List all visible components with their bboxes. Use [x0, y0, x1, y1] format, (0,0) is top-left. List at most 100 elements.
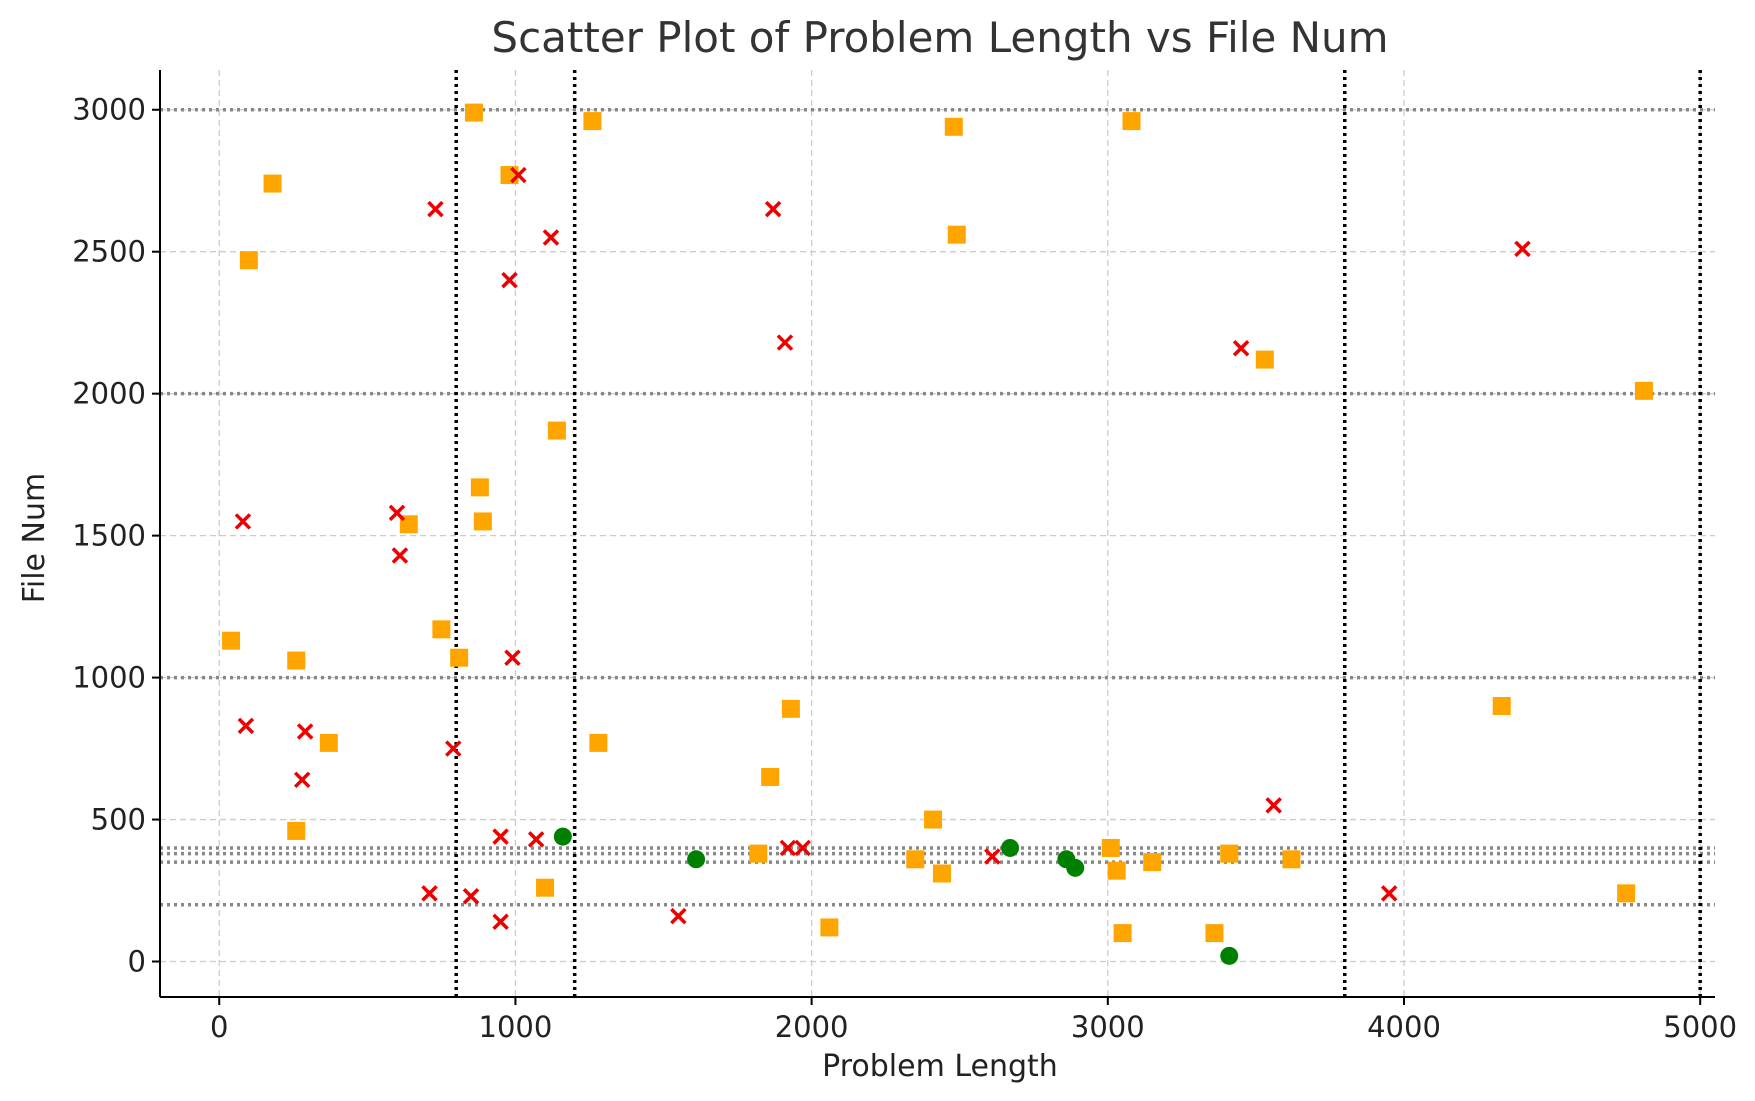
y-tick-label: 3000 — [72, 93, 146, 127]
data-point-circle — [687, 850, 706, 869]
data-point-cross — [501, 271, 518, 289]
y-tick-label: 500 — [91, 803, 146, 837]
data-point-square — [399, 515, 418, 534]
data-point-square — [1617, 884, 1636, 903]
data-point-cross — [237, 717, 255, 735]
x-tick-label: 0 — [210, 1010, 228, 1044]
data-point-square — [947, 225, 966, 244]
data-point-square — [781, 699, 800, 718]
data-point-circle — [1001, 838, 1020, 857]
data-point-square — [547, 421, 566, 440]
cross-stroke — [794, 839, 811, 857]
y-tick-label: 1500 — [72, 519, 146, 553]
data-point-cross — [444, 740, 462, 757]
data-point-cross — [421, 885, 438, 902]
data-point-square — [932, 864, 951, 883]
data-point-square — [470, 478, 489, 497]
cross-stroke — [492, 828, 509, 845]
data-point-square — [263, 174, 282, 193]
x-tick-label: 1000 — [479, 1010, 553, 1044]
data-point-square — [761, 767, 780, 786]
cross-stroke — [1265, 797, 1282, 814]
cross-stroke — [776, 334, 794, 351]
data-point-cross — [1265, 797, 1282, 814]
data-point-cross — [542, 229, 560, 246]
x-tick-label: 2000 — [775, 1010, 849, 1044]
data-point-square — [450, 648, 469, 667]
x-axis-label: Problem Length — [822, 1049, 1058, 1084]
y-tick-label: 1000 — [72, 661, 146, 695]
data-point-cross — [670, 907, 687, 925]
cross-stroke — [510, 166, 527, 184]
data-point-square — [1492, 696, 1511, 715]
data-point-cross — [794, 839, 811, 857]
data-point-square — [287, 821, 306, 840]
data-point-cross — [764, 200, 782, 218]
data-point-square — [1282, 850, 1301, 869]
cross-stroke — [670, 907, 687, 925]
data-point-cross — [779, 839, 797, 857]
cross-stroke — [421, 885, 438, 902]
data-point-cross — [1232, 340, 1250, 357]
data-point-square — [464, 103, 483, 122]
data-point-cross — [492, 828, 509, 845]
cross-stroke — [1232, 340, 1250, 357]
cross-stroke — [542, 229, 560, 246]
data-point-square — [583, 112, 602, 131]
chart-title: Scatter Plot of Problem Length vs File N… — [491, 13, 1388, 62]
data-point-square — [1101, 838, 1120, 857]
data-point-circle — [1066, 858, 1085, 877]
data-point-square — [944, 117, 963, 136]
data-point-cross — [504, 649, 521, 666]
data-point-square — [536, 878, 555, 897]
cross-stroke — [391, 547, 409, 564]
data-point-square — [1255, 350, 1274, 369]
tick-labels: 0 1000 2000 3000 4000 5000 0 500 1000 1500 2000 250… — [72, 93, 1737, 1044]
cross-stroke — [764, 200, 782, 218]
x-tick-label: 4000 — [1367, 1010, 1441, 1044]
data-point-square — [1107, 861, 1126, 880]
data-point-cross — [527, 831, 545, 848]
data-point-square — [473, 512, 492, 531]
data-point-cross — [492, 913, 509, 930]
cross-stroke — [462, 887, 480, 905]
data-point-cross — [388, 504, 406, 522]
cross-stroke — [293, 771, 311, 789]
data-point-square — [1634, 381, 1653, 400]
data-point-square — [1113, 924, 1132, 943]
cross-stroke — [504, 649, 521, 666]
data-point-square — [749, 844, 768, 863]
cross-stroke — [234, 513, 252, 530]
y-tick-label: 0 — [128, 945, 146, 979]
axes — [152, 70, 1715, 1005]
data-point-square — [589, 733, 608, 752]
y-tick-label: 2500 — [72, 235, 146, 269]
data-point-cross — [776, 334, 794, 351]
data-point-cross — [984, 848, 1001, 865]
data-point-cross — [1380, 885, 1398, 902]
data-point-square — [287, 651, 306, 670]
data-point-square — [1122, 112, 1141, 131]
cross-stroke — [237, 717, 255, 735]
data-point-cross — [391, 547, 409, 564]
data-point-cross — [1514, 240, 1531, 258]
cross-stroke — [779, 839, 797, 857]
cross-stroke — [527, 831, 545, 848]
data-point-square — [239, 251, 258, 270]
x-tick-label: 5000 — [1663, 1010, 1737, 1044]
data-points — [222, 103, 1653, 965]
grid — [160, 70, 1715, 997]
cross-stroke — [1514, 240, 1531, 258]
data-point-square — [1205, 924, 1224, 943]
data-point-cross — [234, 513, 252, 530]
data-point-square — [1143, 853, 1162, 872]
cross-stroke — [444, 740, 462, 757]
data-point-cross — [296, 723, 314, 740]
data-point-cross — [427, 200, 444, 218]
data-point-square — [500, 166, 519, 185]
y-tick-label: 2000 — [72, 377, 146, 411]
x-tick-label: 3000 — [1071, 1010, 1145, 1044]
data-point-square — [432, 620, 451, 639]
